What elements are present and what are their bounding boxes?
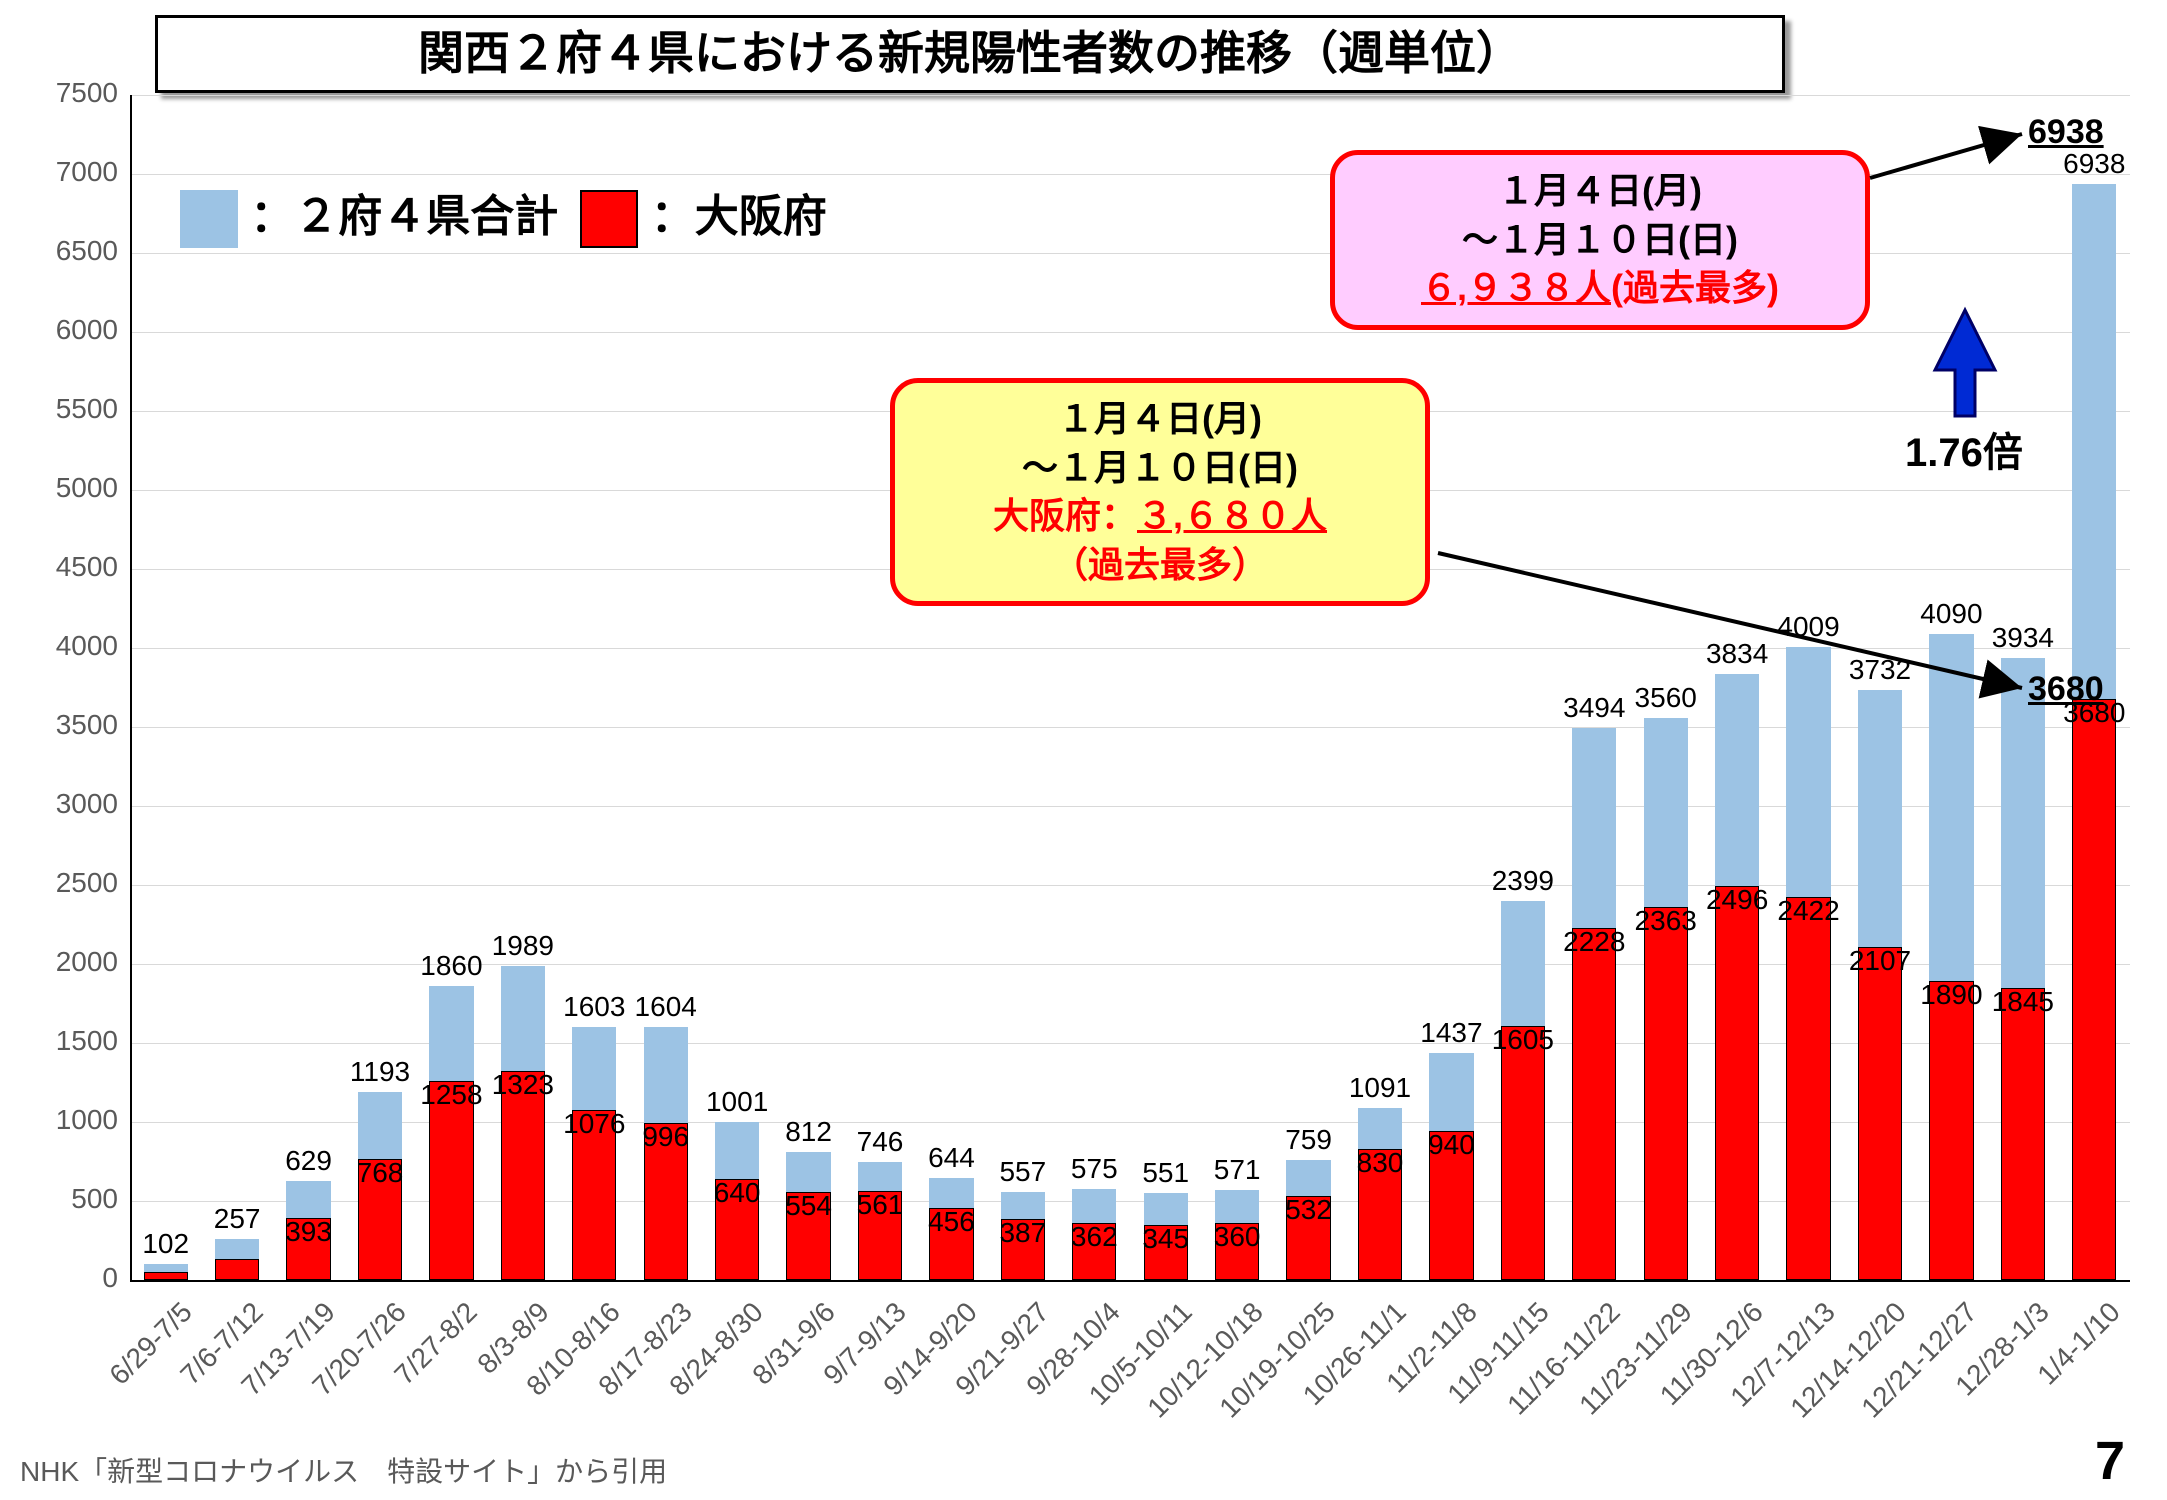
bar-osaka [501,1071,545,1280]
bar-label-total: 1604 [611,991,721,1023]
bar-label-osaka: 768 [330,1157,430,1189]
ytick-label: 500 [8,1183,118,1215]
callout-total-line1: １月４日(月) [1359,167,1841,216]
bar-label-total: 1001 [682,1086,792,1118]
bar-label-osaka: 1845 [1973,986,2073,1018]
bar-label-total: 3560 [1611,682,1721,714]
ytick-label: 5500 [8,393,118,425]
bar-osaka [1572,928,1616,1280]
ytick-label: 6500 [8,235,118,267]
final-osaka-label: 3680 [2028,670,2104,709]
bar-label-total: 6938 [2039,148,2149,180]
callout-osaka-value: ３,６８０人 [1137,495,1327,536]
grid-line [130,95,2130,96]
ytick-label: 7000 [8,156,118,188]
callout-osaka: １月４日(月) ～１月１０日(日) 大阪府：３,６８０人 （過去最多） [890,378,1430,606]
bar-osaka [144,1272,188,1280]
bar-label-total: 1091 [1325,1072,1435,1104]
ytick-label: 4500 [8,551,118,583]
callout-total-suffix: (過去最多) [1611,267,1779,308]
callout-osaka-line3: 大阪府：３,６８０人 [919,492,1401,541]
x-axis [130,1280,2130,1282]
ytick-label: 5000 [8,472,118,504]
callout-osaka-line1: １月４日(月) [919,395,1401,444]
bar-osaka [1501,1026,1545,1280]
bar-osaka [2001,988,2045,1280]
bar-osaka [2072,699,2116,1280]
bar-osaka [1715,886,1759,1280]
bar-label-total: 3934 [1968,622,2078,654]
ytick-label: 1000 [8,1104,118,1136]
ytick-label: 2500 [8,867,118,899]
ytick-label: 3000 [8,788,118,820]
page-root: 関西２府４県における新規陽性者数の推移（週単位） ：２府４県合計 ：大阪府 05… [0,0,2167,1500]
bar-label-osaka: 2107 [1830,945,1930,977]
bar-label-osaka: 2422 [1759,895,1859,927]
bar-label-total: 3834 [1682,638,1792,670]
final-total-label: 6938 [2028,113,2104,152]
bar-label-osaka: 1605 [1473,1024,1573,1056]
chart-title: 関西２府４県における新規陽性者数の推移（週単位） [155,15,1785,93]
callout-total-value: ６,９３８人 [1421,267,1611,308]
bar-osaka [1858,947,1902,1280]
callout-total-line3: ６,９３８人(過去最多) [1359,264,1841,313]
bar-label-total: 3732 [1825,654,1935,686]
bar-label-total: 571 [1182,1154,1292,1186]
page-number: 7 [2095,1430,2125,1492]
bar-label-total: 1989 [468,930,578,962]
callout-total: １月４日(月) ～１月１０日(日) ６,９３８人(過去最多) [1330,150,1870,330]
bar-osaka [1929,981,1973,1280]
bar-label-total: 4009 [1754,611,1864,643]
ytick-label: 2000 [8,946,118,978]
ytick-label: 4000 [8,630,118,662]
ytick-label: 1500 [8,1025,118,1057]
chart-title-text: 関西２府４県における新規陽性者数の推移（週単位） [418,27,1522,79]
ytick-label: 7500 [8,77,118,109]
bar-label-total: 2399 [1468,865,1578,897]
bar-label-osaka: 996 [616,1121,716,1153]
grid-line [130,332,2130,333]
bar-label-osaka: 532 [1259,1194,1359,1226]
ytick-label: 6000 [8,314,118,346]
source-text: NHK「新型コロナウイルス 特設サイト」から引用 [20,1450,667,1490]
bar-osaka [215,1259,259,1280]
y-axis [130,95,132,1280]
bar-label-osaka: 1323 [473,1069,573,1101]
ytick-label: 3500 [8,709,118,741]
bar-label-osaka: 940 [1401,1129,1501,1161]
multiplier-label: 1.76倍 [1905,420,2023,478]
callout-osaka-prefix: 大阪府： [993,495,1137,536]
callout-osaka-line4: （過去最多） [919,541,1401,590]
bar-osaka [1786,897,1830,1280]
bar-label-osaka: 393 [259,1216,359,1248]
callout-total-line2: ～１月１０日(日) [1359,216,1841,265]
callout-osaka-line2: ～１月１０日(日) [919,444,1401,493]
bar-osaka [1644,907,1688,1280]
ytick-label: 0 [8,1262,118,1294]
